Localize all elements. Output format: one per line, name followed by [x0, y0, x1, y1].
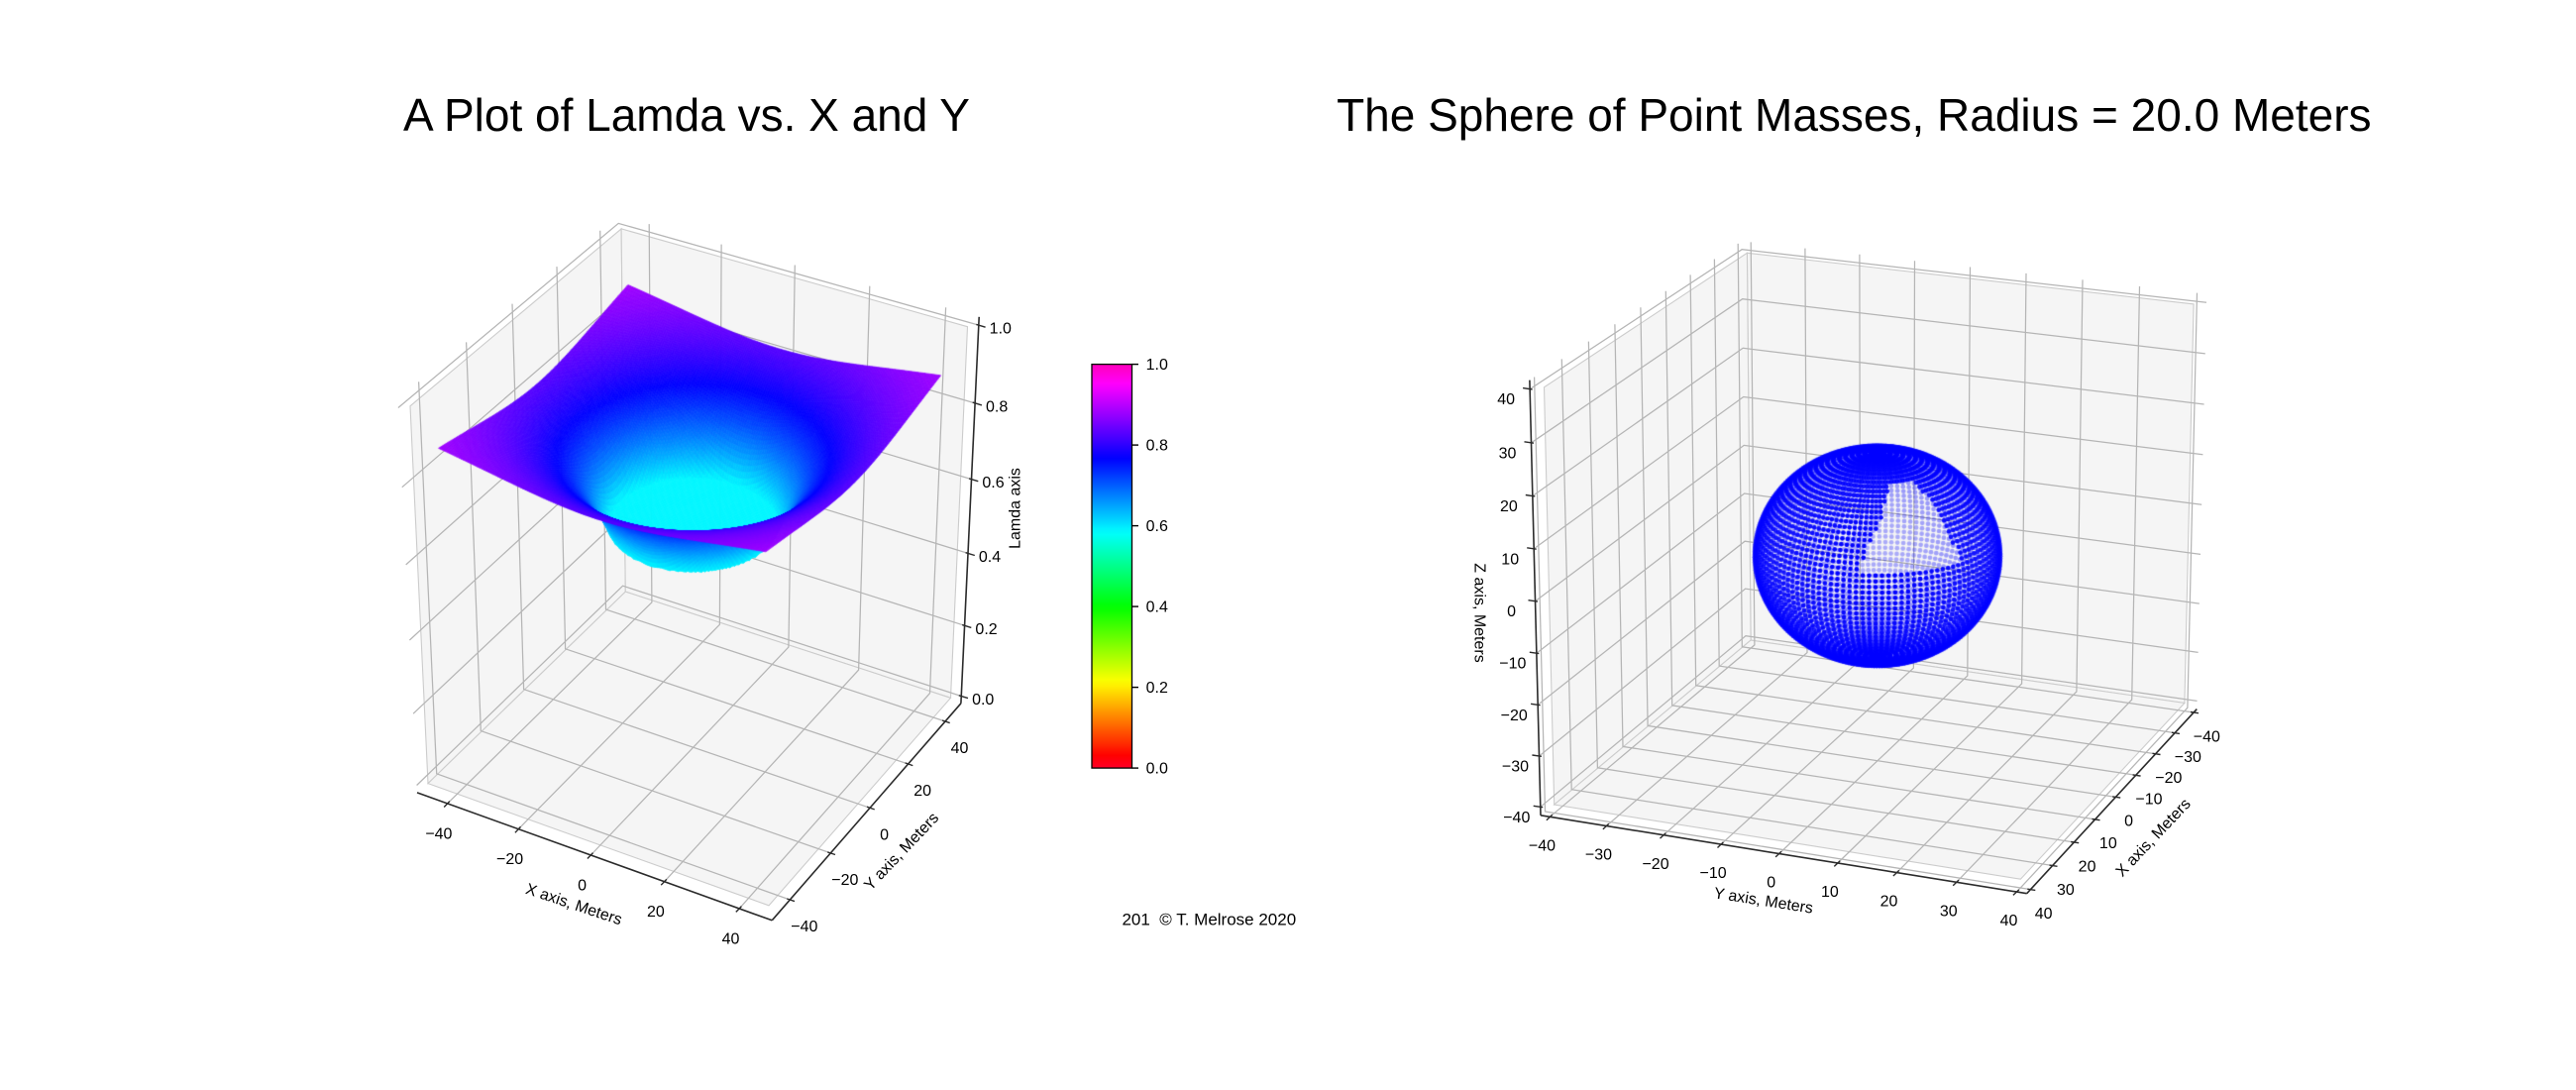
- svg-text:40: 40: [722, 930, 740, 947]
- svg-text:30: 30: [1940, 903, 1958, 920]
- svg-text:−10: −10: [1700, 865, 1727, 882]
- svg-text:Z axis, Meters: Z axis, Meters: [1471, 563, 1488, 662]
- svg-text:−30: −30: [1502, 758, 1529, 775]
- svg-text:20: 20: [647, 904, 665, 921]
- svg-text:0: 0: [1767, 875, 1775, 892]
- svg-text:0.2: 0.2: [975, 621, 997, 638]
- svg-text:40: 40: [2000, 913, 2018, 929]
- svg-text:30: 30: [1499, 445, 1517, 462]
- svg-text:10: 10: [1501, 551, 1519, 568]
- svg-text:−40: −40: [791, 919, 817, 935]
- svg-text:40: 40: [1497, 391, 1515, 408]
- svg-text:0.0: 0.0: [1146, 761, 1168, 778]
- svg-text:−20: −20: [1642, 856, 1668, 873]
- svg-text:A Plot of Lamda vs. X and Y: A Plot of Lamda vs. X and Y: [403, 89, 970, 141]
- svg-text:0: 0: [1507, 603, 1516, 620]
- svg-text:0: 0: [880, 826, 889, 843]
- svg-text:20: 20: [913, 783, 931, 800]
- svg-text:−20: −20: [496, 851, 523, 868]
- svg-text:−40: −40: [1503, 810, 1530, 826]
- svg-text:0: 0: [2124, 814, 2133, 830]
- svg-text:−30: −30: [1585, 847, 1612, 864]
- svg-text:−20: −20: [831, 872, 858, 889]
- svg-text:X axis, Meters: X axis, Meters: [2113, 796, 2195, 880]
- svg-text:0.6: 0.6: [1146, 518, 1168, 535]
- svg-text:−40: −40: [1529, 837, 1556, 854]
- svg-text:0.6: 0.6: [982, 475, 1004, 491]
- svg-text:0.4: 0.4: [979, 549, 1001, 566]
- svg-text:1.0: 1.0: [990, 321, 1012, 338]
- svg-text:−30: −30: [2175, 749, 2201, 766]
- svg-text:X axis, Meters: X axis, Meters: [523, 881, 624, 928]
- svg-text:−10: −10: [2135, 792, 2162, 809]
- svg-text:Y axis, Meters: Y axis, Meters: [1713, 885, 1814, 917]
- svg-text:40: 40: [951, 740, 969, 757]
- svg-text:−20: −20: [2155, 770, 2182, 787]
- svg-text:201 © T. Melrose 2020: 201 © T. Melrose 2020: [1122, 911, 1296, 929]
- svg-text:0.8: 0.8: [986, 398, 1008, 415]
- svg-text:−10: −10: [1499, 656, 1526, 673]
- svg-text:0: 0: [578, 877, 587, 894]
- svg-text:10: 10: [1821, 884, 1839, 901]
- svg-text:30: 30: [2057, 882, 2075, 899]
- svg-text:Y axis, Meters: Y axis, Meters: [861, 810, 942, 894]
- svg-text:−40: −40: [2194, 728, 2220, 745]
- svg-text:0.2: 0.2: [1146, 680, 1168, 697]
- svg-text:1.0: 1.0: [1146, 357, 1168, 374]
- svg-text:0.8: 0.8: [1146, 438, 1168, 455]
- svg-text:20: 20: [1880, 894, 1898, 911]
- svg-text:−40: −40: [425, 825, 452, 842]
- svg-text:20: 20: [2079, 858, 2096, 875]
- svg-text:−20: −20: [1501, 708, 1528, 724]
- svg-text:Lamda axis: Lamda axis: [1008, 468, 1024, 549]
- svg-text:40: 40: [2035, 906, 2053, 923]
- svg-text:The Sphere of Point Masses, Ra: The Sphere of Point Masses, Radius = 20.…: [1337, 89, 2371, 141]
- svg-text:0.4: 0.4: [1146, 600, 1168, 616]
- svg-text:0.0: 0.0: [972, 692, 994, 708]
- svg-text:10: 10: [2099, 835, 2117, 852]
- svg-text:20: 20: [1500, 498, 1518, 515]
